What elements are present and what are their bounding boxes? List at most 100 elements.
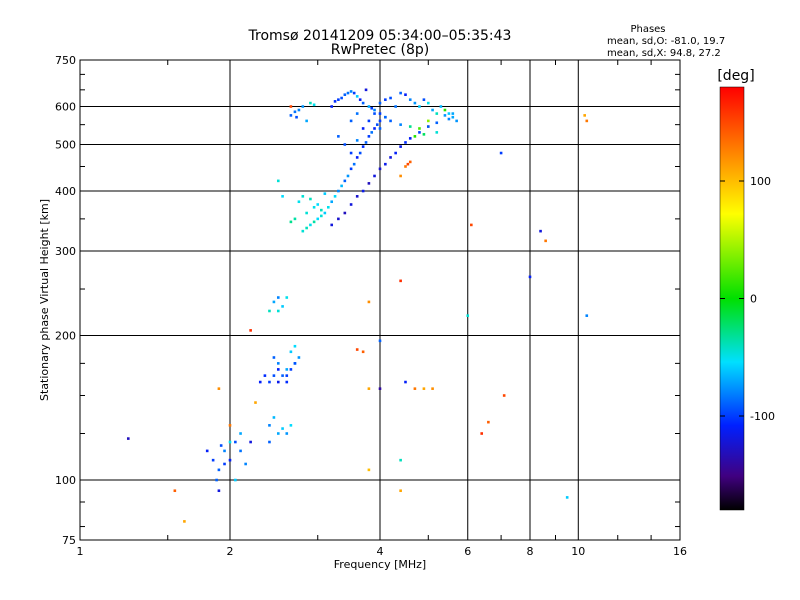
data-point <box>228 424 232 427</box>
data-point <box>323 192 327 195</box>
y-axis: 75 100 200 300 400 500 600 750 <box>55 54 76 547</box>
data-point <box>399 489 402 493</box>
data-point <box>268 440 271 444</box>
data-point <box>173 489 177 493</box>
data-point <box>301 195 305 198</box>
data-point <box>361 145 365 148</box>
data-point <box>276 362 280 365</box>
data-point <box>361 101 365 105</box>
data-point <box>399 145 402 148</box>
data-point <box>215 478 218 482</box>
data-point <box>583 114 586 117</box>
data-point <box>276 179 280 183</box>
data-point <box>249 440 252 444</box>
data-point <box>435 112 439 115</box>
data-point <box>276 309 280 313</box>
data-point <box>373 112 376 115</box>
chart-subtitle: RwPretec (8p) <box>331 42 429 58</box>
data-point <box>183 520 186 523</box>
data-point <box>254 401 257 404</box>
data-point <box>355 95 359 98</box>
y-tick-label: 200 <box>55 330 76 343</box>
x-tick-label: 10 <box>571 545 585 558</box>
data-point <box>399 91 402 95</box>
data-point <box>289 368 293 371</box>
data-point <box>404 165 407 168</box>
x-tick-label: 4 <box>377 545 384 558</box>
data-point <box>340 184 343 188</box>
data-point <box>480 432 484 435</box>
data-point <box>399 174 402 178</box>
data-point <box>455 119 458 123</box>
data-point <box>426 101 430 105</box>
data-point <box>451 112 455 115</box>
data-point <box>378 112 382 115</box>
data-point <box>378 167 382 171</box>
data-point <box>394 151 397 155</box>
data-point <box>443 108 447 112</box>
data-point <box>337 217 340 221</box>
y-tick-label: 400 <box>55 185 76 198</box>
data-point <box>361 127 365 130</box>
data-point <box>413 101 417 105</box>
data-point <box>281 374 284 377</box>
data-point <box>249 329 252 332</box>
data-point <box>422 133 426 136</box>
data-point <box>565 496 569 499</box>
data-point <box>289 220 293 224</box>
data-point <box>585 314 589 317</box>
data-point <box>276 432 280 435</box>
data-point <box>272 374 276 377</box>
data-point <box>352 162 356 166</box>
data-point <box>404 141 407 144</box>
data-point <box>384 162 387 166</box>
data-point <box>378 387 382 390</box>
data-point <box>367 135 371 138</box>
data-point <box>281 195 284 198</box>
data-point <box>406 162 410 166</box>
data-point <box>355 195 359 198</box>
y-tick-label: 75 <box>62 534 76 547</box>
data-point <box>499 151 503 155</box>
x-axis: 1 2 4 6 8 10 16 <box>77 545 688 558</box>
data-point <box>361 350 365 354</box>
y-tick-label: 750 <box>55 54 76 67</box>
data-point <box>343 93 347 96</box>
data-point <box>333 100 337 103</box>
data-point <box>389 119 392 123</box>
data-point <box>276 380 280 384</box>
data-point <box>355 156 359 159</box>
data-point <box>394 105 397 108</box>
data-point <box>364 141 368 144</box>
data-point <box>426 119 430 123</box>
data-point <box>422 387 426 390</box>
data-point <box>205 449 209 453</box>
data-point <box>426 125 430 128</box>
data-point <box>285 368 289 371</box>
data-point <box>295 115 298 119</box>
data-point <box>378 127 382 130</box>
data-point <box>272 356 276 359</box>
data-point <box>330 223 334 227</box>
data-point <box>439 105 443 108</box>
data-point <box>126 437 130 440</box>
data-point <box>234 440 237 444</box>
data-point <box>293 344 297 348</box>
data-point <box>272 300 276 304</box>
x-axis-label: Frequency [MHz] <box>334 558 426 571</box>
data-point <box>435 121 439 125</box>
data-point <box>539 229 542 233</box>
y-tick-label: 500 <box>55 139 76 152</box>
data-point <box>258 380 262 384</box>
data-point <box>408 98 412 101</box>
data-point <box>268 424 271 427</box>
data-point <box>285 374 289 377</box>
data-point <box>343 143 347 146</box>
data-point <box>367 468 371 472</box>
data-point <box>413 387 417 390</box>
data-point <box>367 119 371 123</box>
data-point <box>305 211 308 215</box>
data-point <box>343 179 347 183</box>
data-point <box>312 220 316 224</box>
data-point <box>408 160 412 164</box>
